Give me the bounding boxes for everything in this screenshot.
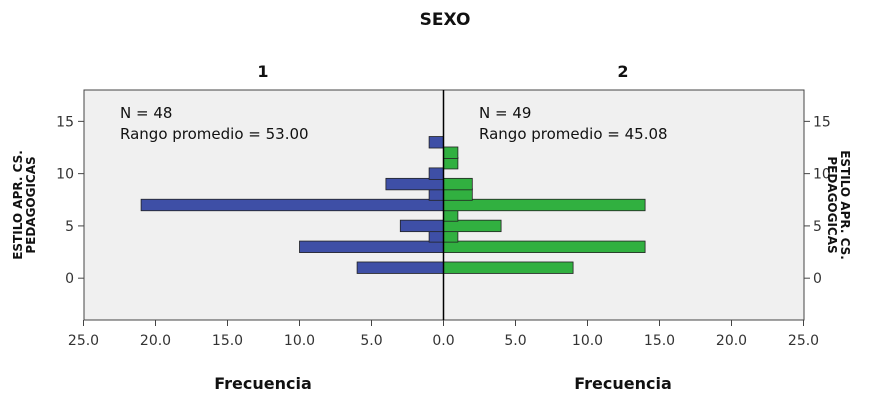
bar-group1-y10 <box>428 167 444 180</box>
y-axis-title-right-line2: PEDAGOGICAS <box>825 156 839 253</box>
y-axis-title-left: ESTILO APR. CS. PEDAGOGICAS <box>11 150 38 260</box>
bars-group-2 <box>443 146 646 274</box>
x-tick-label: 0.0 <box>432 333 454 349</box>
y-axis-title-left-line2: PEDAGOGICAS <box>24 156 38 253</box>
x-tick-label: 10.0 <box>572 333 603 349</box>
y-tick-label-right: 0 <box>813 271 822 287</box>
group-label-right: 2 <box>617 62 628 81</box>
bar-group1-y7 <box>140 198 444 212</box>
y-axis-title-right: ESTILO APR. CS. PEDAGOGICAS <box>825 150 852 260</box>
annotation-n-right: N = 49 <box>479 104 531 122</box>
y-axis-left: 0 5 10 15 <box>56 114 84 287</box>
bar-group2-y12 <box>443 146 459 159</box>
x-tick-label: 25.0 <box>788 333 819 349</box>
x-axis-title-left: Frecuencia <box>214 374 312 393</box>
y-tick-label-right: 15 <box>813 114 831 130</box>
y-tick-label-right: 10 <box>813 167 831 183</box>
bar-group2-y5 <box>443 219 502 233</box>
bar-group1-y3 <box>299 240 444 253</box>
annotation-rank-left: Rango promedio = 53.00 <box>120 125 309 143</box>
annotation-rank-right: Rango promedio = 45.08 <box>479 125 668 143</box>
bar-group1-y5 <box>399 219 444 233</box>
bar-group2-y7 <box>443 198 646 212</box>
annotation-n-left: N = 48 <box>120 104 172 122</box>
y-tick-label-left: 10 <box>56 167 74 183</box>
x-tick-label: 5.0 <box>360 333 382 349</box>
y-axis-right: 0 5 10 15 <box>804 114 831 287</box>
bar-group2-y1 <box>443 261 574 274</box>
bar-group2-y4 <box>443 230 459 243</box>
x-tick-label: 20.0 <box>716 333 747 349</box>
y-tick-label-left: 5 <box>65 219 74 235</box>
bar-group2-y11 <box>443 157 459 170</box>
x-tick-label: 5.0 <box>504 333 526 349</box>
x-axis-title-right: Frecuencia <box>574 374 672 393</box>
y-axis-title-left-line1: ESTILO APR. CS. <box>11 150 25 260</box>
bar-group1-y1 <box>356 261 444 274</box>
y-tick-label-right: 5 <box>813 219 822 235</box>
x-axis: 25.0 20.0 15.0 10.0 5.0 0.0 5.0 10.0 15.0 20.0 25.… <box>68 320 819 349</box>
bar-group2-y9 <box>443 177 473 191</box>
bar-group2-y3 <box>443 240 646 253</box>
bar-group2-y8 <box>443 188 473 201</box>
bar-group1-y9 <box>385 177 444 191</box>
chart-title: SEXO <box>420 10 471 30</box>
group-label-left: 1 <box>257 62 268 81</box>
bar-group1-y4 <box>428 230 444 243</box>
x-tick-label: 15.0 <box>212 333 243 349</box>
y-tick-label-left: 15 <box>56 114 74 130</box>
bar-group1-y13 <box>428 136 444 149</box>
x-tick-label: 25.0 <box>68 333 99 349</box>
bar-group2-y6 <box>443 209 459 222</box>
bar-group1-y8 <box>428 188 444 201</box>
y-axis-title-right-line1: ESTILO APR. CS. <box>838 150 852 260</box>
x-tick-label: 10.0 <box>284 333 315 349</box>
x-tick-label: 15.0 <box>644 333 675 349</box>
x-tick-label: 20.0 <box>140 333 171 349</box>
y-tick-label-left: 0 <box>65 271 74 287</box>
